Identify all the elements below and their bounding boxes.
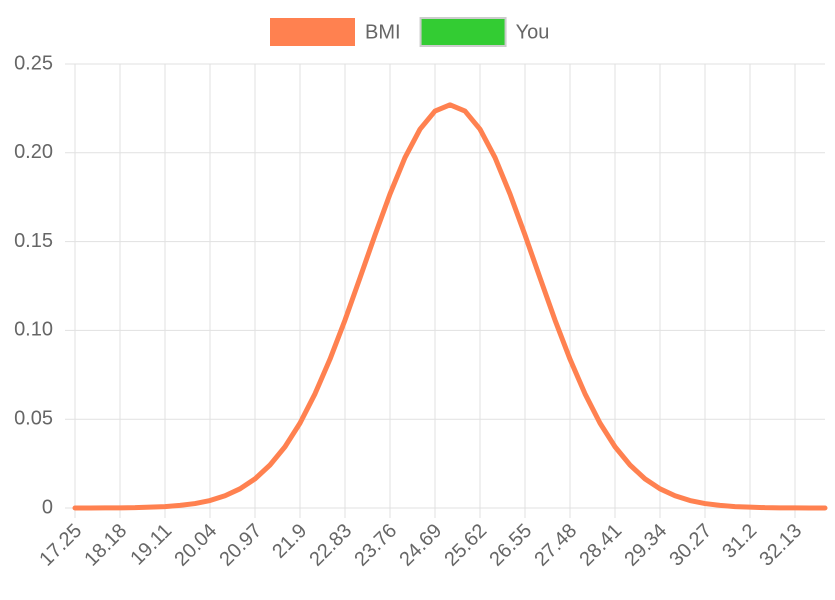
x-tick-label: 18.18	[80, 520, 131, 571]
legend-swatch	[270, 18, 355, 46]
x-tick-label: 24.69	[395, 520, 446, 571]
y-tick-label: 0.15	[14, 230, 53, 252]
x-tick-label: 31.2	[718, 520, 761, 563]
y-tick-label: 0.20	[14, 141, 53, 163]
x-tick-label: 29.34	[620, 520, 671, 571]
x-tick-label: 17.25	[35, 520, 86, 571]
x-tick-label: 32.13	[755, 520, 806, 571]
legend-label: You	[516, 21, 550, 43]
x-tick-label: 22.83	[305, 520, 356, 571]
legend-label: BMI	[365, 21, 401, 43]
x-tick-label: 21.9	[268, 520, 311, 563]
y-tick-label: 0.25	[14, 52, 53, 74]
x-tick-label: 19.11	[126, 520, 176, 570]
y-tick-label: 0	[42, 496, 53, 518]
data-line	[72, 102, 828, 511]
x-tick-label: 27.48	[530, 520, 581, 571]
x-tick-label: 30.27	[665, 520, 716, 571]
y-tick-label: 0.05	[14, 407, 53, 429]
x-tick-label: 25.62	[440, 520, 491, 571]
y-tick-label: 0.10	[14, 319, 53, 341]
x-tick-label: 26.55	[485, 520, 536, 571]
x-tick-label: 28.41	[575, 520, 626, 571]
x-tick-label: 23.76	[350, 520, 401, 571]
legend-swatch	[419, 17, 507, 47]
x-tick-label: 20.97	[215, 520, 266, 571]
x-tick-label: 20.04	[170, 520, 221, 571]
